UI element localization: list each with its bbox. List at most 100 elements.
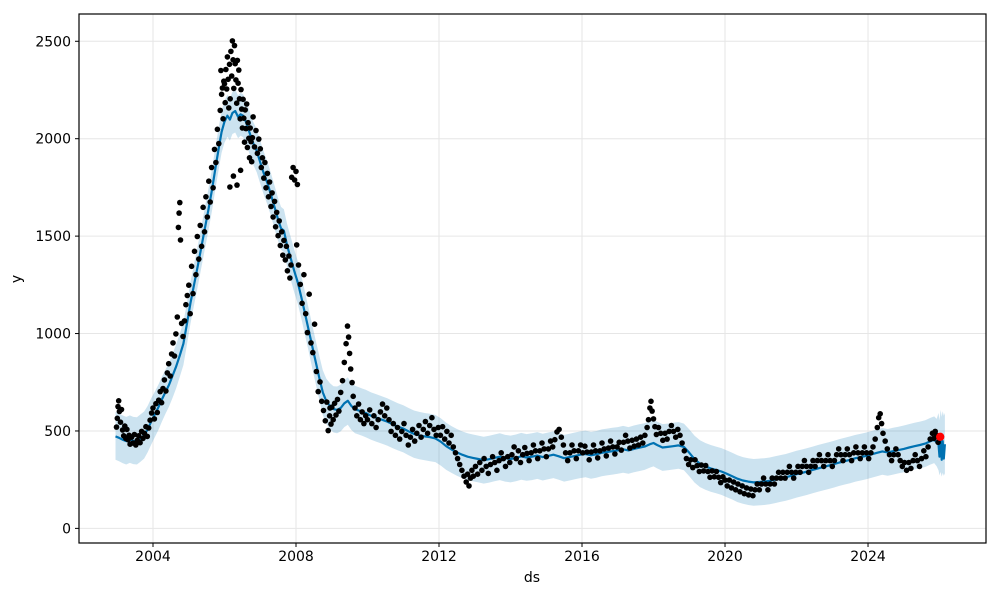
data-point: [620, 439, 627, 446]
data-point: [655, 424, 662, 431]
data-point: [154, 409, 161, 416]
data-point: [448, 432, 455, 439]
data-point: [637, 434, 644, 441]
data-point: [124, 426, 130, 433]
data-point: [218, 91, 225, 98]
data-point: [489, 453, 496, 460]
data-point: [614, 444, 620, 450]
data-point: [502, 463, 509, 470]
data-point: [456, 461, 463, 468]
data-point: [213, 159, 219, 166]
data-point: [690, 464, 696, 471]
data-point: [346, 350, 353, 357]
data-point: [717, 479, 724, 486]
data-point: [186, 282, 192, 289]
data-point: [270, 214, 276, 220]
data-point: [177, 199, 183, 206]
data-point: [173, 331, 179, 337]
data-point: [403, 432, 409, 439]
data-point: [255, 136, 262, 142]
data-point: [700, 468, 707, 474]
data-point: [511, 444, 517, 450]
data-point: [181, 318, 188, 324]
data-point: [437, 432, 444, 439]
data-point: [325, 427, 332, 434]
data-point: [204, 214, 211, 220]
data-point: [597, 448, 603, 454]
data-point: [496, 457, 502, 464]
data-point: [664, 436, 670, 442]
data-point: [893, 446, 899, 452]
data-point: [208, 164, 215, 171]
data-point: [277, 242, 284, 249]
data-point: [301, 271, 307, 278]
data-point: [705, 468, 711, 475]
data-point: [371, 413, 377, 419]
data-point: [304, 329, 311, 336]
data-point: [552, 436, 558, 443]
forecast-line: [115, 109, 946, 484]
data-point: [364, 416, 371, 423]
data-point: [392, 432, 399, 439]
data-point: [241, 115, 247, 121]
data-point: [174, 314, 181, 320]
data-point: [379, 401, 386, 407]
data-point: [677, 432, 683, 439]
data-point: [464, 471, 471, 478]
data-point: [293, 168, 299, 175]
data-point: [694, 462, 700, 469]
data-point: [275, 232, 281, 239]
data-point: [528, 450, 534, 456]
data-point: [562, 450, 569, 456]
data-point: [492, 459, 498, 466]
data-point: [622, 432, 629, 439]
data-point: [117, 419, 124, 426]
data-point: [877, 411, 883, 417]
data-point: [660, 437, 666, 444]
data-point: [855, 450, 861, 456]
data-point: [326, 413, 333, 419]
data-point: [594, 455, 601, 461]
data-point: [737, 489, 743, 495]
data-point: [352, 405, 358, 411]
data-point: [569, 442, 575, 448]
data-point: [903, 467, 910, 474]
data-point: [732, 487, 739, 493]
axes-layer: [75, 13, 987, 547]
data-point: [201, 229, 208, 235]
y-tick-label: 500: [44, 424, 71, 440]
data-point: [466, 483, 472, 489]
data-point: [308, 340, 314, 346]
data-point: [197, 222, 203, 229]
data-point: [429, 414, 435, 421]
data-point: [115, 398, 122, 404]
data-point: [217, 107, 223, 114]
data-point: [925, 444, 931, 450]
data-point: [537, 448, 543, 454]
data-point: [227, 184, 233, 190]
data-point: [818, 457, 825, 464]
data-point: [171, 353, 178, 359]
data-point: [384, 405, 390, 411]
data-point: [912, 451, 918, 458]
data-point: [494, 467, 500, 474]
data-point: [874, 424, 881, 431]
data-point: [780, 469, 786, 476]
data-point: [225, 76, 231, 83]
uncertainty-interval: [115, 89, 945, 506]
data-point: [330, 416, 337, 423]
data-point: [778, 475, 784, 481]
data-point: [799, 463, 805, 470]
data-point: [439, 423, 446, 430]
data-point: [750, 492, 756, 499]
data-point: [524, 450, 530, 457]
data-point: [299, 300, 305, 307]
data-point: [268, 203, 274, 210]
data-point: [369, 420, 375, 427]
x-tick-label: 2024: [850, 549, 886, 565]
data-point: [337, 389, 344, 396]
data-point: [827, 457, 833, 464]
data-point: [629, 437, 635, 444]
x-tick-label: 2004: [135, 549, 171, 565]
data-point: [579, 450, 586, 456]
